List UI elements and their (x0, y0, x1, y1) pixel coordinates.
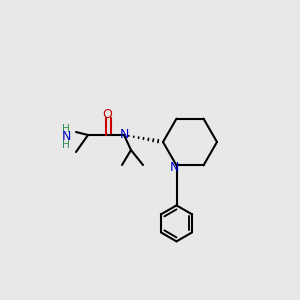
Text: O: O (102, 107, 112, 121)
Text: H: H (62, 140, 70, 150)
Text: H: H (62, 124, 70, 134)
Text: N: N (170, 161, 179, 174)
Text: N: N (61, 130, 71, 143)
Text: N: N (119, 128, 129, 140)
